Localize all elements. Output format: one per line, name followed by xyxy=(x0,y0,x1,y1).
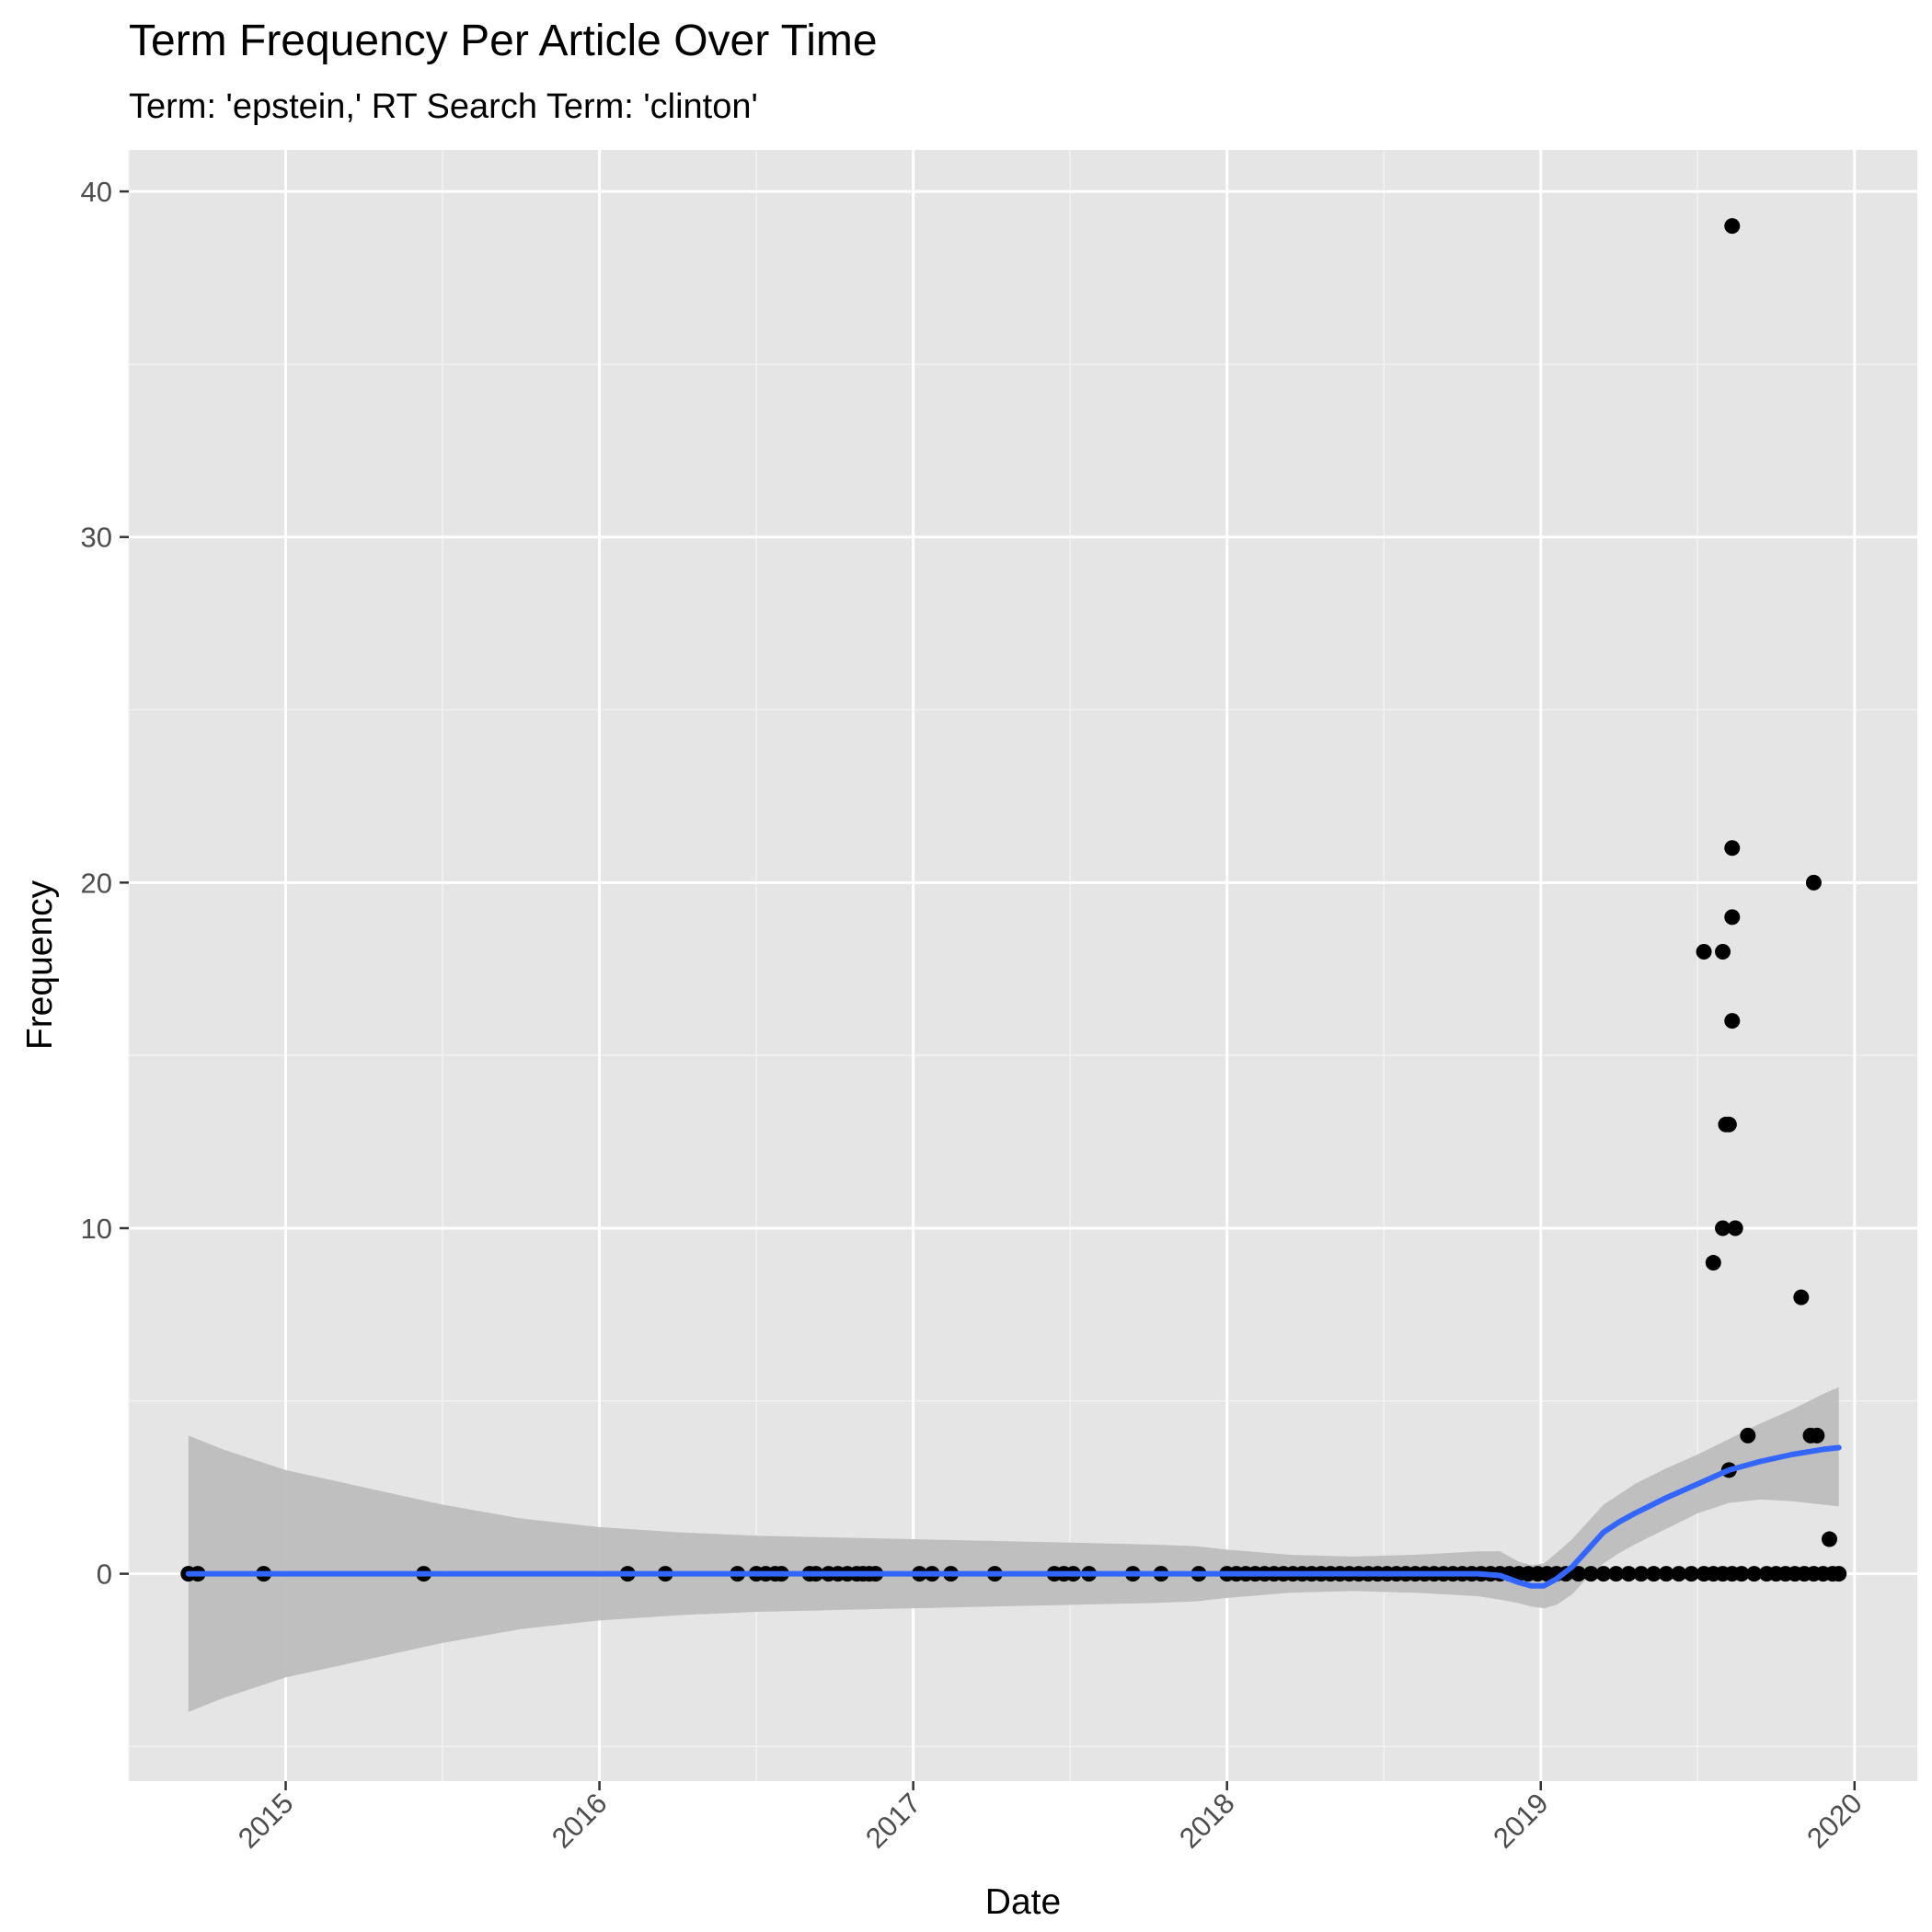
x-axis-label: Date xyxy=(985,1882,1061,1922)
data-point xyxy=(1715,1220,1731,1236)
data-point xyxy=(1724,840,1741,857)
y-tick-label: 0 xyxy=(97,1558,112,1591)
data-point xyxy=(1608,1566,1625,1582)
data-point xyxy=(1570,1566,1587,1582)
y-axis-label: Frequency xyxy=(20,880,60,1050)
data-point xyxy=(1740,1427,1756,1443)
x-tick-label: 2015 xyxy=(232,1787,300,1855)
data-point xyxy=(1724,1013,1741,1029)
x-tick-label: 2016 xyxy=(546,1787,614,1855)
data-point xyxy=(1822,1531,1838,1547)
data-point xyxy=(1746,1566,1763,1582)
chart-title: Term Frequency Per Article Over Time xyxy=(129,17,878,65)
data-point xyxy=(1793,1289,1810,1305)
x-tick-label: 2017 xyxy=(859,1787,927,1855)
data-point xyxy=(1595,1566,1612,1582)
x-tick-label: 2020 xyxy=(1800,1787,1869,1855)
data-point xyxy=(1633,1566,1650,1582)
x-tick-label: 2019 xyxy=(1487,1787,1555,1855)
smooth-line-layer xyxy=(185,1444,1842,1589)
y-tick-label: 10 xyxy=(81,1213,112,1245)
y-tick-label: 20 xyxy=(81,867,112,899)
confidence-band xyxy=(188,1386,1839,1712)
data-point xyxy=(1658,1566,1674,1582)
data-point xyxy=(1683,1566,1699,1582)
data-point xyxy=(1705,1255,1721,1271)
data-point xyxy=(1671,1566,1687,1582)
y-tick-label: 40 xyxy=(81,176,112,208)
y-axis: 0 10 20 30 40 xyxy=(81,176,129,1591)
data-point xyxy=(1809,1427,1825,1443)
data-point xyxy=(1733,1566,1750,1582)
data-point xyxy=(1724,909,1741,926)
data-point xyxy=(1724,218,1741,235)
data-point xyxy=(1805,874,1822,891)
data-point xyxy=(1582,1566,1599,1582)
x-tick-label: 2018 xyxy=(1173,1787,1241,1855)
x-axis: 2015 2016 2017 2018 2019 2020 xyxy=(232,1781,1869,1855)
chart-subtitle: Term: 'epstein,' RT Search Term: 'clinto… xyxy=(129,87,758,126)
data-point xyxy=(1720,1116,1737,1133)
smooth-line xyxy=(185,1444,1842,1589)
data-point xyxy=(1646,1566,1662,1582)
data-point xyxy=(1727,1220,1743,1236)
data-point xyxy=(1696,943,1712,960)
confidence-band-layer xyxy=(188,1386,1839,1712)
data-point xyxy=(1620,1566,1637,1582)
data-point xyxy=(1831,1566,1847,1582)
data-point xyxy=(1715,943,1731,960)
y-tick-label: 30 xyxy=(81,522,112,554)
major-gridlines xyxy=(129,150,1917,1781)
